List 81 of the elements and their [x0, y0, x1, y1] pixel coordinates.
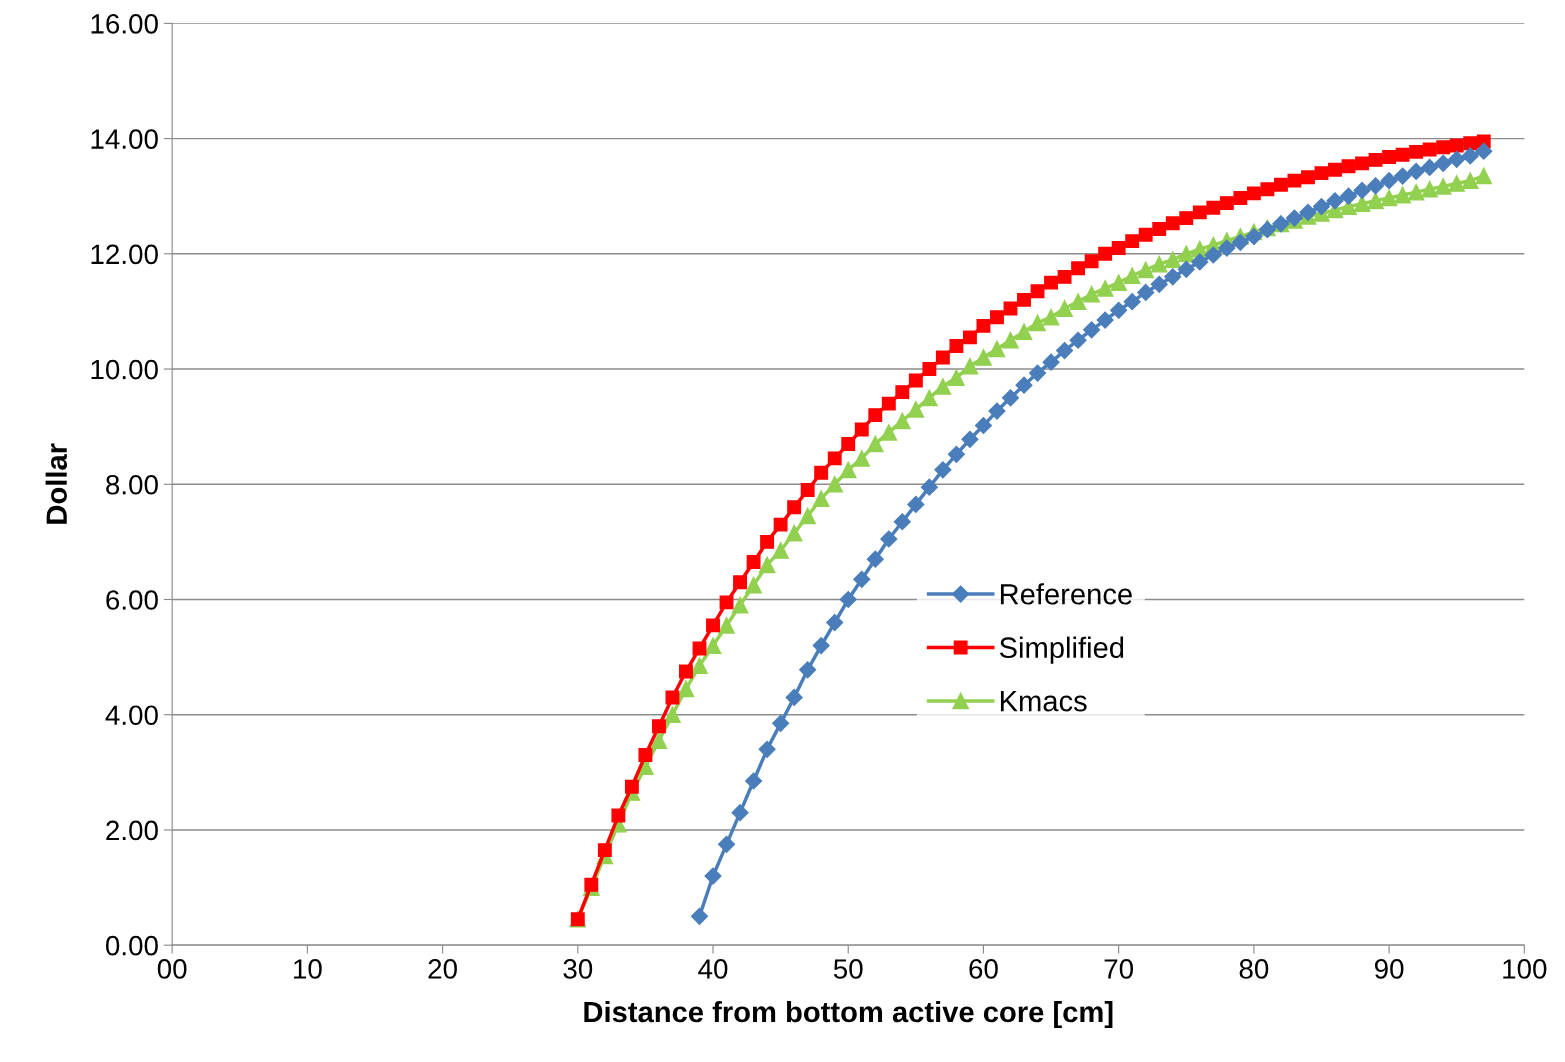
point	[974, 416, 992, 435]
point	[1326, 192, 1344, 210]
point	[1110, 301, 1128, 319]
point	[893, 513, 911, 531]
x-tick-label: 40	[698, 959, 728, 979]
point	[866, 550, 884, 568]
y-tick-label: 2.00	[106, 820, 158, 841]
point	[1434, 154, 1452, 172]
x-tick-label: 00	[157, 959, 187, 979]
y-axis-title: Dollar	[45, 443, 68, 524]
point	[1421, 158, 1439, 176]
point	[1042, 353, 1060, 371]
y-tick-label: 8.00	[106, 474, 158, 495]
point	[1380, 172, 1398, 190]
point	[1367, 177, 1385, 195]
y-tick-label: 6.00	[106, 590, 158, 610]
point	[1245, 227, 1263, 246]
x-tick-label: 100	[1503, 959, 1547, 979]
point	[934, 461, 952, 479]
point	[839, 590, 857, 609]
point	[1083, 321, 1101, 339]
point	[1353, 181, 1371, 199]
legend-label: Reference	[1000, 583, 1132, 605]
point	[731, 804, 749, 822]
x-tick-label: 80	[1239, 959, 1269, 979]
point	[717, 835, 736, 853]
x-axis-title: Distance from bottom active core [cm]	[584, 1000, 1113, 1029]
legend-label: Simplified	[999, 636, 1124, 664]
point	[1001, 389, 1020, 407]
point	[1056, 342, 1074, 360]
point	[1123, 293, 1141, 311]
point	[1448, 150, 1466, 168]
point	[1394, 167, 1412, 185]
x-tick-label: 90	[1374, 959, 1404, 979]
point	[1028, 364, 1047, 382]
point	[745, 772, 763, 790]
x-tick-label: 10	[294, 959, 322, 979]
point	[1407, 162, 1425, 180]
y-tick-label: 14.00	[91, 129, 158, 149]
point	[961, 430, 979, 448]
point	[785, 688, 803, 706]
point	[988, 402, 1006, 420]
point	[1177, 260, 1195, 278]
point	[812, 637, 830, 655]
point	[758, 740, 776, 758]
point	[907, 495, 925, 513]
point	[1150, 275, 1168, 293]
point	[1069, 331, 1087, 349]
x-tick-label: 50	[833, 959, 863, 979]
x-tick-label: 70	[1104, 959, 1134, 979]
point	[880, 530, 898, 548]
point	[1191, 253, 1209, 271]
point	[1461, 147, 1479, 165]
point	[853, 570, 871, 588]
point	[690, 907, 709, 925]
y-tick-label: 4.00	[105, 705, 158, 726]
point	[799, 661, 817, 679]
point	[772, 714, 790, 732]
x-tick-label: 60	[969, 959, 998, 979]
legend-label: Kmacs	[1000, 691, 1087, 712]
point	[1475, 142, 1493, 160]
point	[826, 613, 844, 632]
point	[1231, 233, 1249, 251]
point	[1164, 268, 1182, 286]
point	[1339, 187, 1358, 205]
point	[704, 867, 722, 885]
y-tick-label: 10.00	[91, 359, 158, 380]
point	[1015, 376, 1033, 394]
point	[1204, 246, 1222, 264]
y-tick-label: 0.00	[105, 935, 158, 956]
point	[920, 478, 938, 496]
point	[1312, 198, 1331, 216]
x-tick-label: 20	[428, 959, 457, 979]
point	[1218, 239, 1236, 257]
y-tick-label: 16.00	[91, 14, 158, 34]
y-tick-label: 12.00	[91, 244, 158, 265]
point	[1096, 311, 1114, 329]
point	[1299, 203, 1317, 221]
point	[1137, 283, 1155, 301]
x-tick-label: 30	[563, 959, 593, 979]
point	[947, 445, 965, 463]
